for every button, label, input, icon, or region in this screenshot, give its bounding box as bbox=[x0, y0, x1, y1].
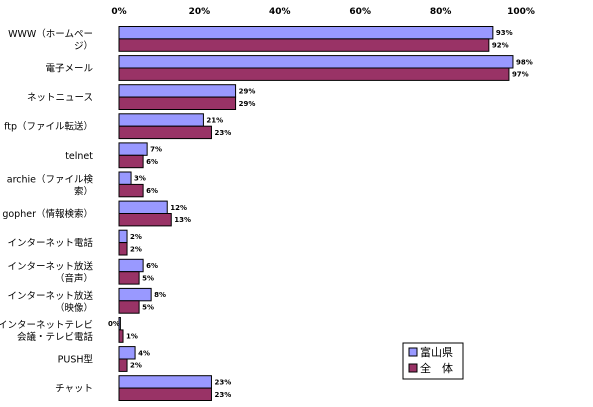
bar-overall bbox=[118, 329, 124, 343]
bar-toyama bbox=[118, 375, 212, 389]
category-label: 電子メール bbox=[45, 64, 93, 75]
x-tick-label: 20% bbox=[189, 7, 211, 17]
bar-toyama bbox=[118, 200, 168, 215]
category-label: インターネット放送（音声） bbox=[7, 261, 93, 285]
category-label-line: インターネット放送 bbox=[7, 290, 93, 302]
value-label: 8% bbox=[154, 291, 166, 299]
bar-overall bbox=[118, 67, 510, 81]
legend-label: 富山県 bbox=[420, 345, 453, 359]
value-label: 6% bbox=[146, 187, 158, 195]
value-label: 6% bbox=[146, 158, 158, 166]
value-label: 23% bbox=[214, 391, 231, 399]
bar-toyama bbox=[118, 26, 494, 40]
category-label: インターネットテレビ会議・テレビ電話 bbox=[0, 320, 93, 343]
value-label: 98% bbox=[516, 58, 533, 66]
category-label-line: ネットニュース bbox=[27, 93, 93, 104]
bar-overall bbox=[118, 387, 212, 402]
bar-toyama bbox=[118, 55, 514, 69]
legend-swatch bbox=[408, 363, 418, 373]
bar-toyama bbox=[118, 229, 128, 244]
value-label: 29% bbox=[239, 87, 256, 95]
category-label: インターネット放送（映像） bbox=[7, 290, 93, 314]
category-label: WWW（ホームページ） bbox=[8, 28, 93, 52]
category-label-line: ジ） bbox=[74, 40, 93, 52]
value-label: 5% bbox=[142, 274, 154, 282]
bar-toyama bbox=[118, 142, 148, 156]
value-label: 2% bbox=[130, 245, 142, 253]
bar-overall bbox=[118, 271, 140, 285]
bar-toyama bbox=[118, 258, 144, 273]
value-label: 3% bbox=[134, 175, 146, 183]
legend-label: 全 体 bbox=[420, 361, 453, 375]
category-label-line: archie（ファイル検 bbox=[7, 173, 94, 185]
x-tick-label: 100% bbox=[507, 7, 535, 17]
category-label-line: WWW（ホームペー bbox=[8, 28, 93, 40]
legend-box bbox=[402, 342, 464, 380]
value-label: 13% bbox=[174, 216, 191, 224]
bars bbox=[118, 26, 514, 402]
value-labels: 93%92%98%97%29%29%21%23%7%6%3%6%12%13%2%… bbox=[108, 29, 533, 399]
category-label-line: 会議・テレビ電話 bbox=[17, 331, 94, 343]
category-label: チャット bbox=[55, 384, 93, 395]
x-tick-label: 60% bbox=[349, 7, 371, 17]
value-label: 97% bbox=[512, 71, 529, 79]
x-tick-label: 80% bbox=[430, 7, 452, 17]
category-label: archie（ファイル検索） bbox=[7, 173, 94, 197]
bar-overall bbox=[118, 38, 490, 52]
bar-overall bbox=[118, 300, 140, 314]
value-label: 2% bbox=[130, 233, 142, 241]
value-label: 0% bbox=[108, 320, 120, 328]
x-axis-tick-labels: 0% 20% 40% 60% 80% 100% bbox=[111, 7, 535, 17]
value-label: 5% bbox=[142, 304, 154, 312]
category-label-line: （音声） bbox=[55, 273, 93, 285]
category-label-line: インターネット電話 bbox=[7, 237, 93, 249]
category-label: ftp（ファイル転送） bbox=[4, 121, 93, 133]
bar-overall bbox=[118, 183, 144, 198]
value-label: 7% bbox=[150, 146, 162, 154]
bar-overall bbox=[118, 96, 237, 110]
category-label-line: 電子メール bbox=[45, 64, 93, 75]
category-label-line: チャット bbox=[55, 384, 93, 395]
bar-toyama bbox=[118, 113, 204, 127]
category-label-line: telnet bbox=[65, 151, 93, 162]
category-label: ネットニュース bbox=[27, 93, 93, 104]
value-label: 29% bbox=[239, 100, 256, 108]
value-label: 12% bbox=[170, 204, 187, 212]
bar-toyama bbox=[118, 346, 136, 360]
bar-overall bbox=[118, 154, 144, 169]
category-label: telnet bbox=[65, 151, 93, 162]
bar-overall bbox=[118, 213, 172, 227]
category-label: PUSH型 bbox=[58, 355, 94, 366]
category-label-line: ftp（ファイル転送） bbox=[4, 121, 93, 133]
x-tick-label: 40% bbox=[269, 7, 291, 17]
x-tick-label: 0% bbox=[111, 7, 126, 17]
category-label-line: PUSH型 bbox=[58, 355, 94, 366]
category-label-line: インターネット放送 bbox=[7, 261, 93, 273]
bar-toyama bbox=[118, 171, 132, 185]
category-label: インターネット電話 bbox=[7, 237, 93, 249]
bar-toyama bbox=[118, 287, 152, 302]
bar-overall bbox=[118, 125, 212, 140]
value-label: 93% bbox=[496, 29, 513, 37]
bar-overall bbox=[118, 242, 128, 256]
category-label-line: 索） bbox=[74, 185, 93, 197]
bar-overall bbox=[118, 358, 128, 372]
category-label-line: （映像） bbox=[55, 302, 93, 314]
category-label: gopher（情報検索） bbox=[2, 208, 93, 220]
bar-toyama bbox=[118, 84, 237, 98]
value-label: 23% bbox=[214, 378, 231, 386]
value-label: 23% bbox=[214, 129, 231, 137]
value-label: 6% bbox=[146, 262, 158, 270]
category-label-line: gopher（情報検索） bbox=[2, 208, 93, 220]
value-label: 1% bbox=[126, 333, 138, 341]
value-label: 4% bbox=[138, 349, 150, 357]
value-label: 21% bbox=[206, 117, 223, 125]
value-label: 92% bbox=[492, 42, 509, 50]
category-label-line: インターネットテレビ bbox=[0, 320, 93, 331]
legend-swatch bbox=[408, 347, 418, 357]
value-label: 2% bbox=[130, 362, 142, 370]
